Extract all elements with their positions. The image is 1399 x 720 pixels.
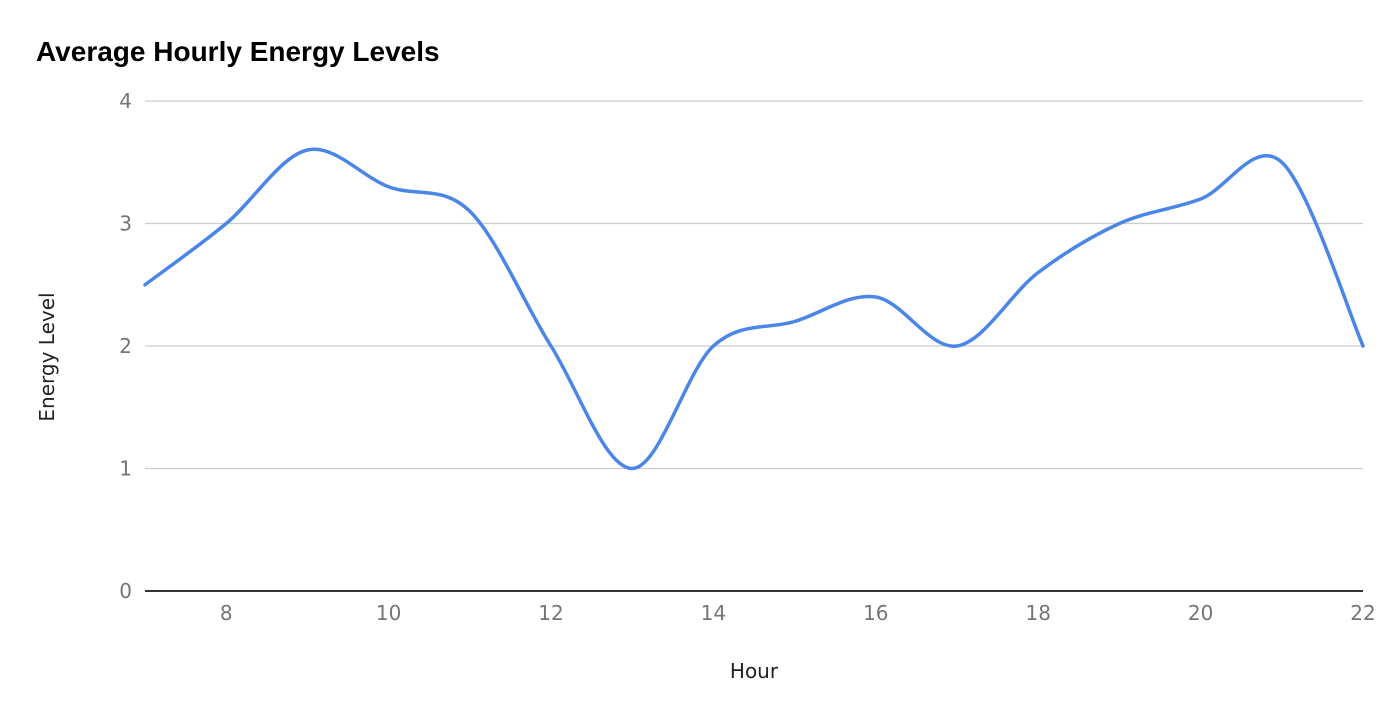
x-tick-label-16: 16 [863, 601, 888, 625]
data-point-9 [305, 148, 309, 152]
data-point-11 [468, 209, 472, 213]
y-tick-label-3: 3 [119, 212, 132, 236]
y-tick-label-0: 0 [119, 579, 132, 603]
y-axis-ticks: 0 1 2 3 4 [119, 89, 132, 603]
y-tick-label-1: 1 [119, 457, 132, 481]
data-point-22 [1361, 344, 1365, 348]
x-axis-title: Hour [730, 659, 779, 683]
x-tick-label-18: 18 [1025, 601, 1050, 625]
data-point-8 [224, 222, 228, 226]
y-tick-label-2: 2 [119, 334, 132, 358]
x-tick-label-12: 12 [538, 601, 563, 625]
data-point-19 [1117, 222, 1121, 226]
data-point-16 [874, 295, 878, 299]
data-point-18 [1036, 271, 1040, 275]
gridlines [145, 100, 1363, 592]
series-line-0 [143, 147, 1365, 471]
y-axis-title: Energy Level [35, 292, 59, 421]
data-point-7 [143, 283, 147, 287]
x-tick-label-22: 22 [1350, 601, 1375, 625]
x-tick-label-8: 8 [220, 601, 233, 625]
data-point-17 [955, 344, 959, 348]
chart-title: Average Hourly Energy Levels [36, 36, 440, 67]
data-point-21 [1280, 160, 1284, 164]
data-point-12 [549, 344, 553, 348]
data-point-20 [1199, 197, 1203, 201]
data-point-13 [630, 467, 634, 471]
y-tick-label-4: 4 [119, 89, 132, 113]
series-layer [143, 147, 1365, 471]
x-axis-ticks: 8 10 12 14 16 18 20 22 [220, 601, 1376, 625]
x-tick-label-10: 10 [376, 601, 401, 625]
data-point-14 [711, 344, 715, 348]
data-point-15 [793, 320, 797, 324]
data-point-10 [387, 185, 391, 189]
x-tick-label-20: 20 [1188, 601, 1213, 625]
x-tick-label-14: 14 [701, 601, 726, 625]
